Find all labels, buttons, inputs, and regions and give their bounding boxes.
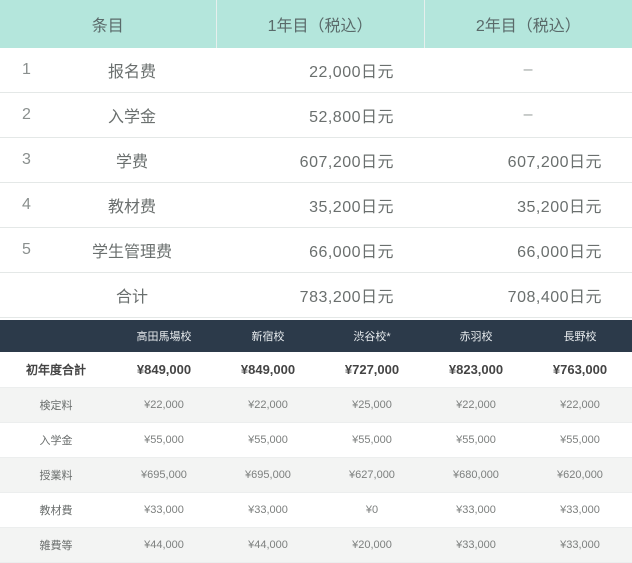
compare-row-label: 教材費 [0, 493, 112, 528]
compare-row-label: 雑費等 [0, 528, 112, 563]
compare-cell: ¥727,000 [320, 352, 424, 388]
compare-cell: ¥33,000 [424, 493, 528, 528]
compare-col-school: 高田馬場校 [112, 320, 216, 352]
compare-col-blank [0, 320, 112, 352]
fee-year1: 607,200日元 [216, 138, 424, 183]
compare-cell: ¥55,000 [528, 423, 632, 458]
fee-name: 教材费 [48, 183, 216, 228]
col-header-year2: 2年目（税込） [424, 0, 632, 48]
fee-row: 4教材费35,200日元35,200日元 [0, 183, 632, 228]
compare-row-label: 授業料 [0, 458, 112, 493]
compare-col-school: 長野校 [528, 320, 632, 352]
compare-cell: ¥44,000 [216, 528, 320, 563]
col-header-year1: 1年目（税込） [216, 0, 424, 48]
compare-cell: ¥55,000 [216, 423, 320, 458]
compare-cell: ¥33,000 [216, 493, 320, 528]
row-index: 2 [0, 93, 48, 138]
row-index: 1 [0, 48, 48, 93]
compare-cell: ¥55,000 [112, 423, 216, 458]
compare-cell: ¥627,000 [320, 458, 424, 493]
fee-year1: 52,800日元 [216, 93, 424, 138]
compare-row: 教材費¥33,000¥33,000¥0¥33,000¥33,000 [0, 493, 632, 528]
fee-table: 条目 1年目（税込） 2年目（税込） 1报名费22,000日元–2入学金52,8… [0, 0, 632, 318]
compare-row: 検定料¥22,000¥22,000¥25,000¥22,000¥22,000 [0, 388, 632, 423]
compare-cell: ¥22,000 [528, 388, 632, 423]
compare-cell: ¥55,000 [424, 423, 528, 458]
fee-year1: 22,000日元 [216, 48, 424, 93]
row-index: 5 [0, 228, 48, 273]
compare-cell: ¥25,000 [320, 388, 424, 423]
compare-row: 雑費等¥44,000¥44,000¥20,000¥33,000¥33,000 [0, 528, 632, 563]
compare-cell: ¥22,000 [424, 388, 528, 423]
compare-cell: ¥849,000 [112, 352, 216, 388]
fee-name: 入学金 [48, 93, 216, 138]
compare-col-school: 赤羽校 [424, 320, 528, 352]
fee-year1: 783,200日元 [216, 273, 424, 318]
fee-name: 学费 [48, 138, 216, 183]
fee-year2: – [424, 48, 632, 93]
fee-year1: 35,200日元 [216, 183, 424, 228]
compare-row: 初年度合計¥849,000¥849,000¥727,000¥823,000¥76… [0, 352, 632, 388]
fee-name: 报名费 [48, 48, 216, 93]
compare-row-label: 入学金 [0, 423, 112, 458]
fee-row: 合计783,200日元708,400日元 [0, 273, 632, 318]
fee-row: 2入学金52,800日元– [0, 93, 632, 138]
compare-cell: ¥695,000 [112, 458, 216, 493]
school-compare-table: 高田馬場校新宿校渋谷校*赤羽校長野校 初年度合計¥849,000¥849,000… [0, 320, 632, 563]
compare-col-school: 新宿校 [216, 320, 320, 352]
compare-cell: ¥0 [320, 493, 424, 528]
fee-row: 1报名费22,000日元– [0, 48, 632, 93]
col-header-item: 条目 [0, 0, 216, 48]
fee-name: 合计 [48, 273, 216, 318]
compare-cell: ¥44,000 [112, 528, 216, 563]
row-index [0, 273, 48, 318]
fee-year2: 708,400日元 [424, 273, 632, 318]
compare-cell: ¥20,000 [320, 528, 424, 563]
fee-name: 学生管理费 [48, 228, 216, 273]
compare-row: 入学金¥55,000¥55,000¥55,000¥55,000¥55,000 [0, 423, 632, 458]
fee-year2: 35,200日元 [424, 183, 632, 228]
compare-cell: ¥620,000 [528, 458, 632, 493]
fee-year2: – [424, 93, 632, 138]
fee-row: 5学生管理费66,000日元66,000日元 [0, 228, 632, 273]
compare-col-school: 渋谷校* [320, 320, 424, 352]
compare-row-label: 初年度合計 [0, 352, 112, 388]
compare-cell: ¥55,000 [320, 423, 424, 458]
compare-cell: ¥22,000 [216, 388, 320, 423]
compare-cell: ¥823,000 [424, 352, 528, 388]
compare-cell: ¥33,000 [528, 493, 632, 528]
fee-year2: 66,000日元 [424, 228, 632, 273]
compare-cell: ¥763,000 [528, 352, 632, 388]
fee-row: 3学费607,200日元607,200日元 [0, 138, 632, 183]
fee-year1: 66,000日元 [216, 228, 424, 273]
compare-cell: ¥33,000 [112, 493, 216, 528]
compare-row-label: 検定料 [0, 388, 112, 423]
row-index: 3 [0, 138, 48, 183]
compare-cell: ¥680,000 [424, 458, 528, 493]
compare-cell: ¥33,000 [424, 528, 528, 563]
fee-year2: 607,200日元 [424, 138, 632, 183]
compare-row: 授業料¥695,000¥695,000¥627,000¥680,000¥620,… [0, 458, 632, 493]
compare-cell: ¥22,000 [112, 388, 216, 423]
compare-cell: ¥33,000 [528, 528, 632, 563]
compare-cell: ¥695,000 [216, 458, 320, 493]
row-index: 4 [0, 183, 48, 228]
compare-cell: ¥849,000 [216, 352, 320, 388]
